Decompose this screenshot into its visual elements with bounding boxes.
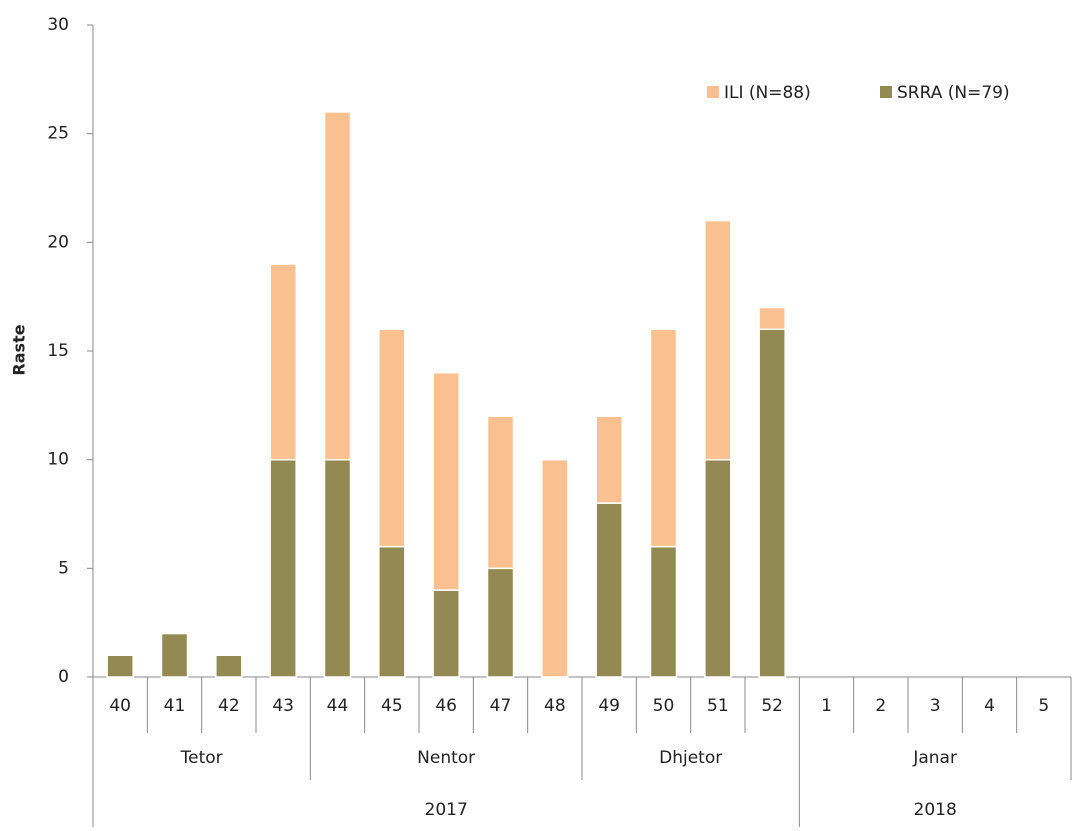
bar-segment — [215, 654, 243, 678]
x-tick-label: 4 — [984, 696, 995, 716]
x-tick-label: 3 — [930, 696, 941, 716]
bar-segment — [486, 415, 515, 570]
bar-segment — [378, 545, 406, 678]
month-label: Dhjetor — [659, 748, 722, 768]
bar-segment — [378, 328, 406, 548]
bar-segment — [595, 415, 623, 504]
x-tick-label: 40 — [109, 696, 131, 716]
bar-segment — [486, 567, 515, 678]
x-tick-label: 45 — [381, 696, 403, 716]
x-tick-label: 46 — [435, 696, 457, 716]
legend-label: SRRA (N=79) — [897, 83, 1010, 103]
bar-segment — [758, 328, 786, 678]
bar-segment — [758, 306, 786, 331]
bar-segment — [323, 458, 352, 678]
x-tick-label: 47 — [490, 696, 512, 716]
bar-segment — [704, 458, 732, 678]
y-tick-label: 30 — [47, 15, 69, 35]
x-tick-label: 1 — [821, 696, 832, 716]
x-tick-label: 44 — [327, 696, 349, 716]
bar-segment — [432, 371, 460, 591]
x-tick-label: 50 — [653, 696, 675, 716]
legend-swatch — [707, 86, 719, 98]
y-tick-label: 10 — [47, 450, 69, 470]
x-tick-label: 51 — [707, 696, 729, 716]
bar-segment — [541, 458, 569, 678]
bar-segment — [269, 458, 297, 678]
bar-segment — [649, 328, 678, 548]
bar-segment — [704, 219, 732, 461]
x-tick-label: 42 — [218, 696, 240, 716]
x-tick-label: 52 — [761, 696, 783, 716]
bar-segment — [595, 502, 623, 678]
x-tick-label: 48 — [544, 696, 566, 716]
bar-segment — [649, 545, 678, 678]
x-tick-label: 2 — [875, 696, 886, 716]
x-tick-label: 43 — [272, 696, 294, 716]
y-tick-label: 0 — [58, 667, 69, 687]
month-label: Nentor — [417, 748, 475, 768]
bar-segment — [323, 111, 352, 461]
y-tick-label: 5 — [58, 558, 69, 578]
y-axis-label: Raste — [10, 324, 29, 375]
bar-segment — [106, 654, 134, 678]
legend-swatch — [880, 86, 892, 98]
x-tick-label: 41 — [164, 696, 186, 716]
x-tick-label: 5 — [1038, 696, 1049, 716]
month-label: Tetor — [180, 748, 223, 768]
y-tick-label: 25 — [47, 124, 69, 144]
year-label: 2017 — [425, 800, 468, 820]
month-label: Janar — [912, 748, 957, 768]
x-tick-label: 49 — [598, 696, 620, 716]
legend-label: ILI (N=88) — [724, 83, 811, 103]
y-tick-label: 20 — [47, 232, 69, 252]
bar-segment — [160, 632, 189, 678]
bar-segment — [432, 589, 460, 678]
y-tick-label: 15 — [47, 341, 69, 361]
year-label: 2018 — [914, 800, 957, 820]
bar-segment — [269, 263, 297, 461]
